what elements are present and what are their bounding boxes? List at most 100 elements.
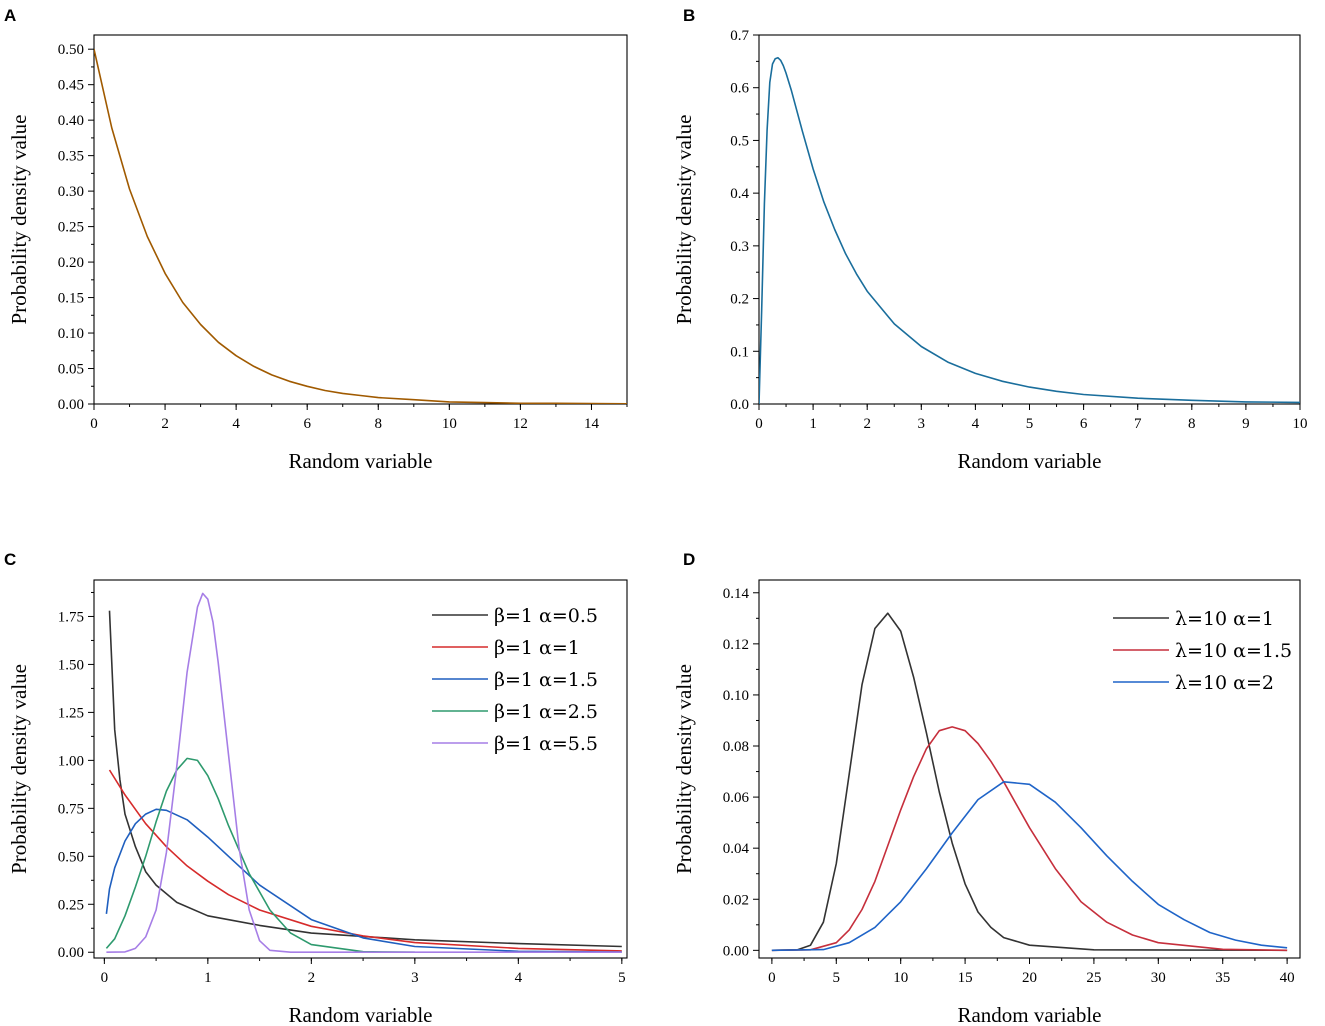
x-axis-title: Random variable [288, 449, 432, 473]
y-tick-label: 1.00 [58, 753, 84, 769]
legend-label: λ=10 α=1 [1175, 608, 1274, 630]
legend-label: β=1 α=2.5 [494, 701, 598, 723]
y-axis-title: Probability density value [7, 664, 31, 874]
chart-panel-c: 0 1 2 3 4 5 0.00 0.25 0.50 0.75 1.00 1.25 1.50 1.75 Ra… [7, 579, 628, 1026]
x-tick-label: 12 [513, 416, 528, 432]
series-line-1 [94, 49, 627, 404]
y-tick-label: 0.25 [58, 220, 84, 236]
plot-frame [93, 34, 628, 405]
y-tick-label: 1.25 [58, 705, 84, 721]
x-tick-label: 14 [584, 416, 600, 432]
x-tick-label: 0 [768, 970, 776, 986]
legend-label: β=1 α=1.5 [494, 669, 598, 691]
x-tick-label: 4 [515, 970, 523, 986]
x-tick-label: 8 [1188, 416, 1196, 432]
x-tick-label: 0 [101, 970, 109, 986]
x-tick-label: 25 [1086, 970, 1101, 986]
x-tick-label: 2 [161, 416, 169, 432]
x-tick-label: 0 [755, 416, 763, 432]
y-tick-label: 0.30 [58, 184, 84, 200]
x-tick-label: 1 [809, 416, 817, 432]
y-tick-label: 0.08 [723, 739, 749, 755]
series-line-3 [105, 808, 622, 953]
y-tick-label: 0.25 [58, 897, 84, 913]
y-axis-title: Probability density value [672, 664, 696, 874]
y-tick-label: 0.12 [723, 637, 749, 653]
y-tick-label: 0.00 [58, 397, 84, 413]
x-tick-label: 5 [618, 970, 626, 986]
y-tick-label: 0.4 [730, 186, 749, 202]
y-tick-label: 0.04 [723, 841, 750, 857]
y-tick-label: 0.20 [58, 255, 84, 271]
x-axis-title: Random variable [957, 449, 1101, 473]
series-line-5 [106, 592, 622, 954]
x-tick-label: 10 [442, 416, 457, 432]
x-tick-label: 10 [893, 970, 908, 986]
x-tick-label: 5 [833, 970, 841, 986]
y-tick-label: 0.00 [58, 945, 84, 961]
panel-letter-b: B [683, 6, 695, 25]
x-axis-title: Random variable [957, 1003, 1101, 1026]
legend-label: β=1 α=1 [494, 637, 580, 659]
y-tick-label: 0.6 [730, 81, 749, 97]
y-tick-label: 0.75 [58, 801, 84, 817]
plot-frame [758, 579, 1301, 959]
y-tick-label: 0.0 [730, 397, 749, 413]
x-tick-label: 2 [863, 416, 871, 432]
chart-panel-a: 0 2 4 6 8 10 12 14 0.00 0.05 0.10 0.15 0.20 0.25 0.30 0… [7, 34, 628, 473]
series-line-2 [771, 726, 1288, 952]
y-tick-label: 0.7 [730, 28, 749, 44]
series-line-2 [108, 769, 622, 952]
y-tick-label: 0.15 [58, 291, 84, 307]
y-tick-label: 0.1 [730, 344, 749, 360]
x-tick-label: 30 [1151, 970, 1166, 986]
y-tick-label: 0.5 [730, 133, 749, 149]
y-tick-label: 0.02 [723, 892, 749, 908]
y-tick-label: 0.14 [723, 586, 750, 602]
x-tick-label: 3 [918, 416, 926, 432]
x-tick-label: 6 [1080, 416, 1088, 432]
x-tick-label: 2 [308, 970, 316, 986]
x-tick-label: 9 [1242, 416, 1250, 432]
x-tick-label: 35 [1215, 970, 1230, 986]
legend-label: β=1 α=0.5 [494, 605, 598, 627]
panel-letter-c: C [4, 550, 16, 569]
x-tick-label: 0 [90, 416, 98, 432]
y-tick-label: 0.50 [58, 849, 84, 865]
x-tick-label: 5 [1026, 416, 1034, 432]
y-tick-label: 0.50 [58, 42, 84, 58]
y-tick-label: 0.45 [58, 78, 84, 94]
series-line-1 [759, 56, 1300, 404]
chart-panel-d: 0 5 10 15 20 25 30 35 40 0.00 0.02 0.04 0.06 0.08 0.10… [672, 579, 1301, 1026]
y-axis-title: Probability density value [672, 115, 696, 325]
y-tick-label: 0.10 [723, 688, 749, 704]
panel-letter-d: D [683, 550, 695, 569]
legend-label: λ=10 α=2 [1175, 672, 1274, 694]
x-tick-label: 4 [972, 416, 980, 432]
x-tick-label: 1 [204, 970, 212, 986]
y-tick-label: 1.75 [58, 609, 84, 625]
x-tick-label: 8 [375, 416, 383, 432]
legend-label: λ=10 α=1.5 [1175, 640, 1292, 662]
x-axis-title: Random variable [288, 1003, 432, 1026]
x-tick-label: 40 [1280, 970, 1295, 986]
y-tick-label: 0.2 [730, 292, 749, 308]
x-tick-label: 4 [232, 416, 240, 432]
series-line-1 [771, 612, 1288, 952]
plot-frame [93, 579, 628, 959]
x-tick-label: 20 [1022, 970, 1037, 986]
legend-label: β=1 α=5.5 [494, 733, 598, 755]
x-tick-label: 15 [958, 970, 973, 986]
x-tick-label: 10 [1293, 416, 1308, 432]
y-tick-label: 0.10 [58, 326, 84, 342]
panel-letter-a: A [4, 6, 16, 25]
series-line-4 [105, 757, 415, 953]
series-line-3 [771, 780, 1288, 952]
plot-frame [758, 34, 1301, 405]
y-tick-label: 0.06 [723, 790, 750, 806]
y-tick-label: 0.00 [723, 943, 749, 959]
y-tick-label: 0.35 [58, 149, 84, 165]
y-tick-label: 0.3 [730, 239, 749, 255]
y-tick-label: 0.05 [58, 362, 84, 378]
chart-panel-b: 0 1 2 3 4 5 6 7 8 9 10 0.0 0.1 0.2 0.3 0.4 0.5 0.6 0.7 Rand… [672, 28, 1308, 473]
